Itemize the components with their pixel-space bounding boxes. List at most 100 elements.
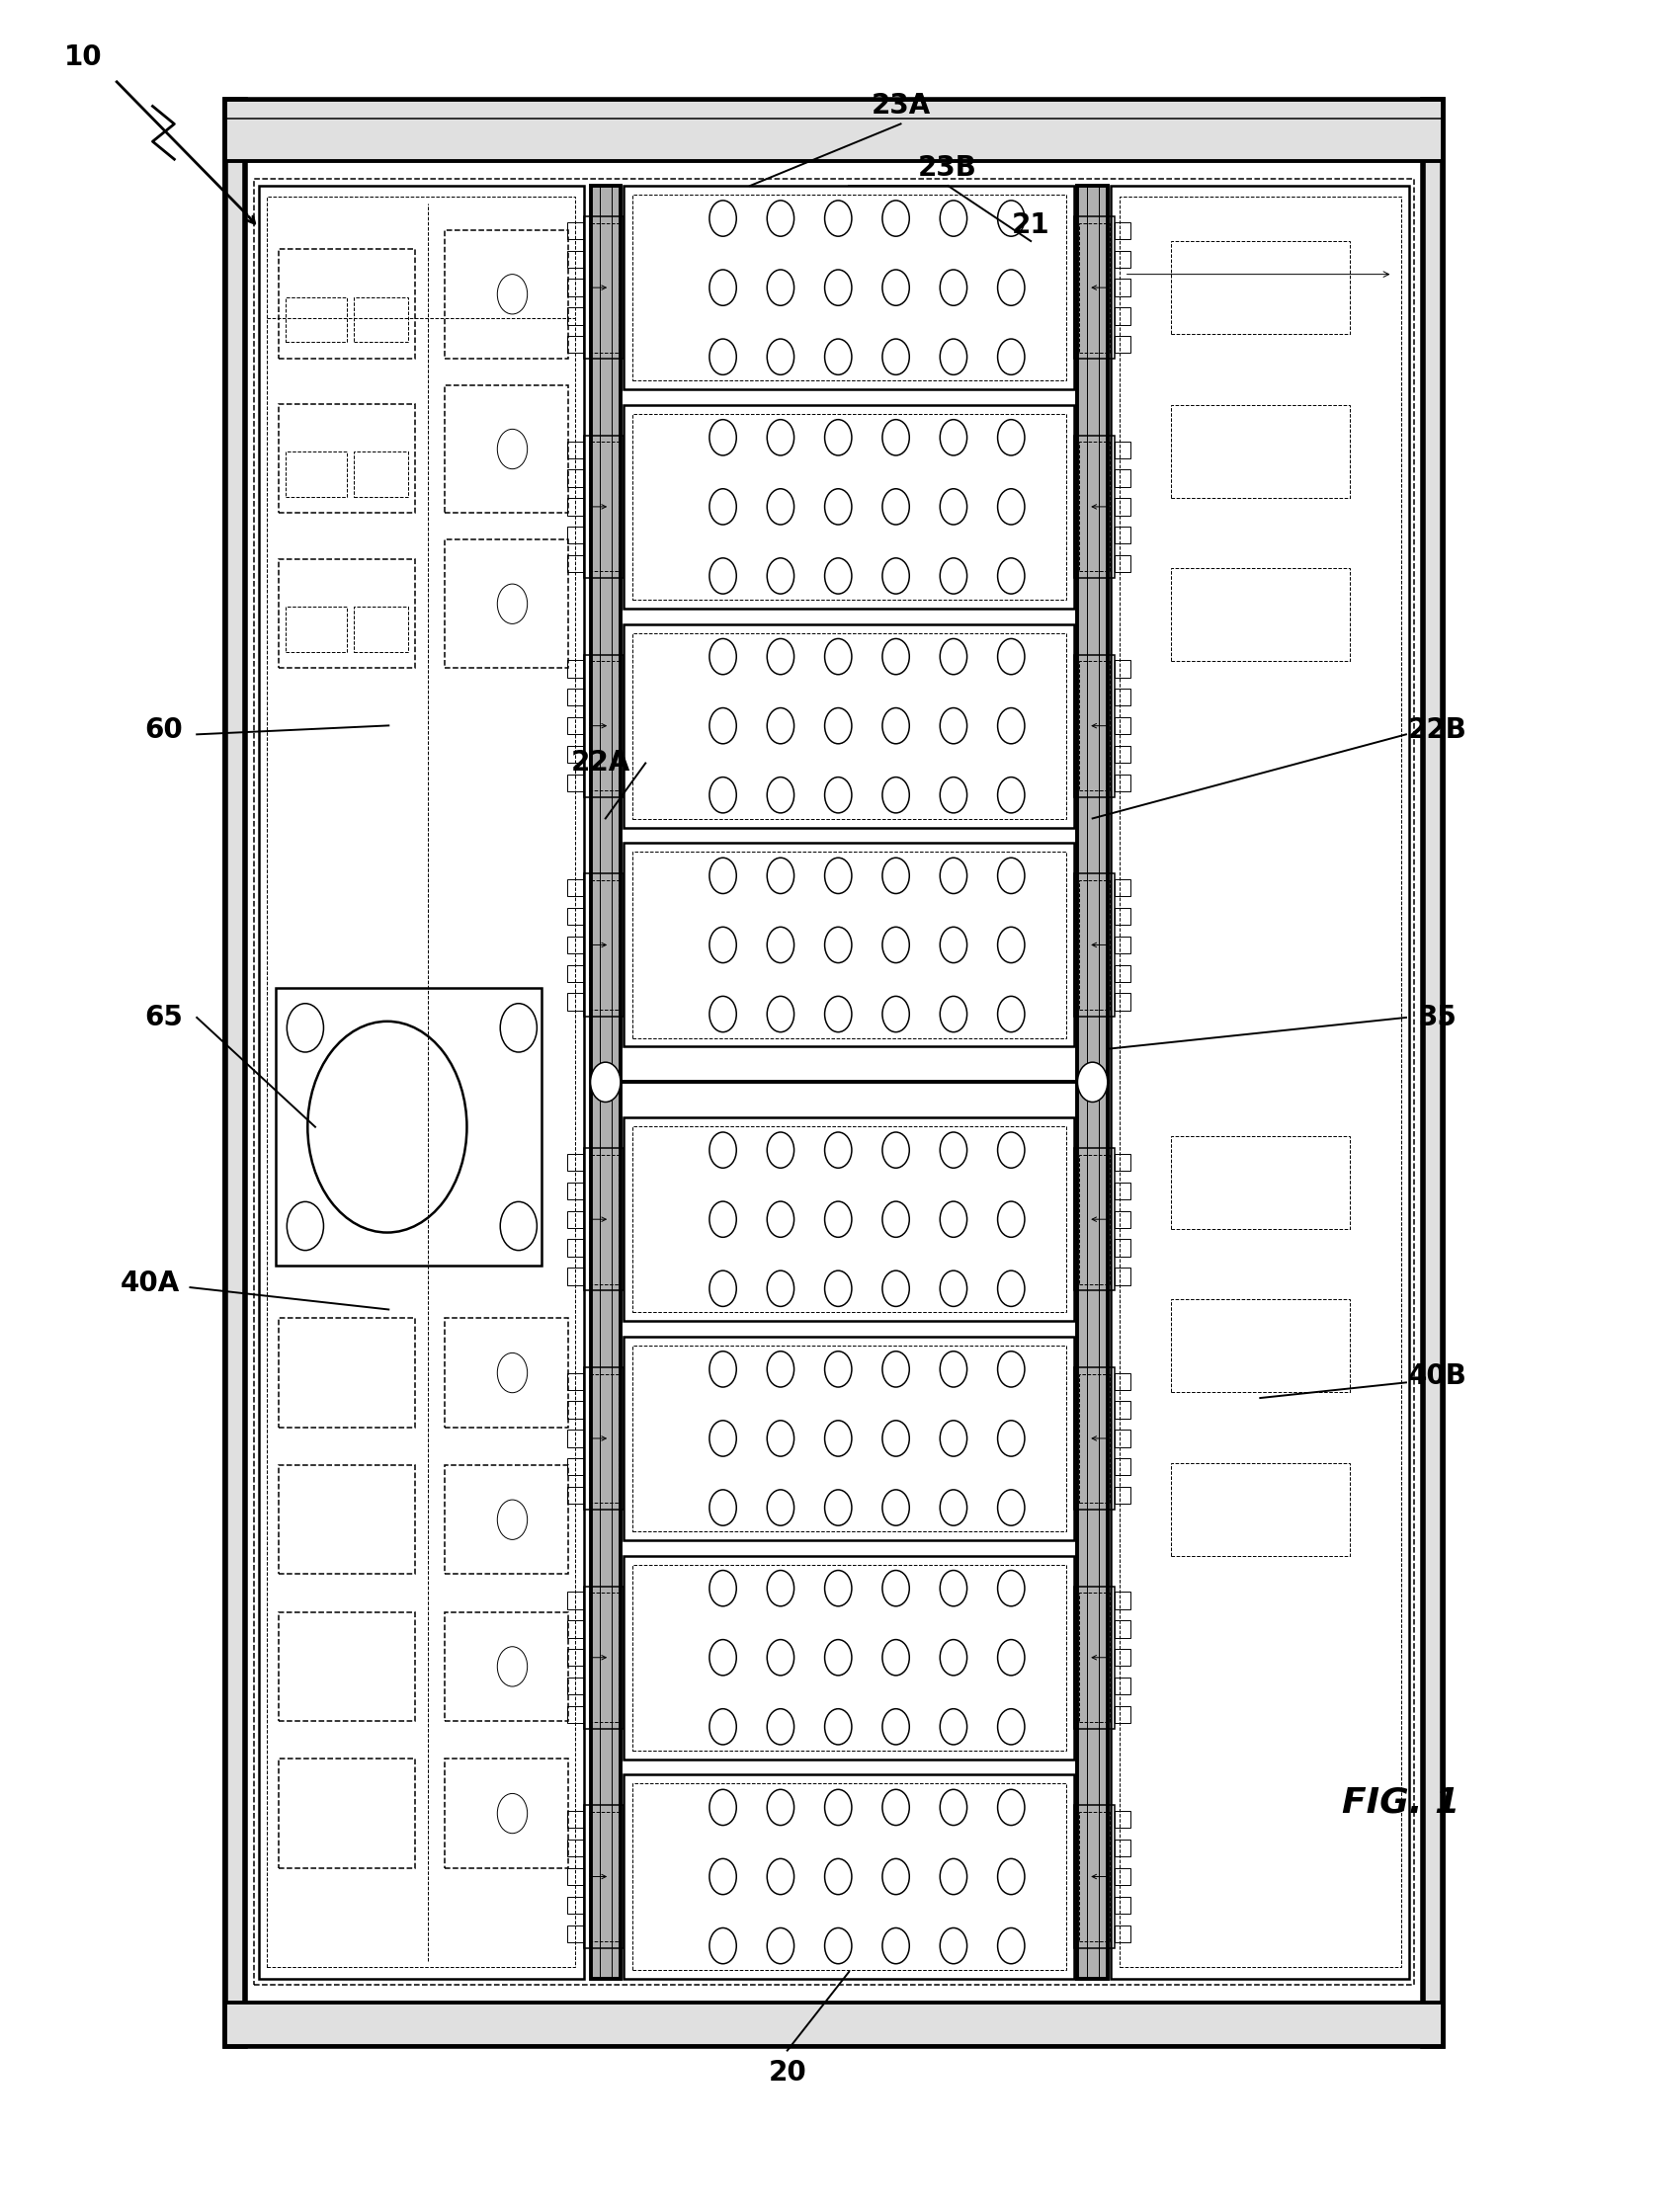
Bar xyxy=(1114,498,1131,515)
Bar xyxy=(1114,440,1131,458)
Bar xyxy=(1114,1705,1131,1723)
Bar xyxy=(1114,745,1131,763)
Bar xyxy=(567,1458,584,1475)
Bar xyxy=(279,1759,415,1867)
Bar xyxy=(567,717,584,734)
Bar xyxy=(1079,1593,1109,1723)
Text: 60: 60 xyxy=(145,717,182,743)
Bar xyxy=(1171,241,1349,334)
Bar xyxy=(1074,217,1114,358)
Bar xyxy=(285,606,347,653)
Bar xyxy=(567,880,584,896)
Bar xyxy=(1423,100,1443,2046)
Bar xyxy=(567,745,584,763)
Bar xyxy=(1114,1429,1131,1447)
Bar xyxy=(624,843,1074,1046)
Bar xyxy=(1114,555,1131,573)
Bar xyxy=(567,1210,584,1228)
Bar xyxy=(589,1155,619,1283)
Bar xyxy=(1078,186,1108,1978)
Bar xyxy=(584,1148,624,1290)
Bar xyxy=(567,336,584,354)
Bar xyxy=(1114,279,1131,296)
Bar xyxy=(1074,1805,1114,1949)
Bar xyxy=(275,989,542,1265)
Bar xyxy=(567,1155,584,1170)
Bar xyxy=(567,307,584,325)
Bar xyxy=(1114,907,1131,925)
Bar xyxy=(567,1924,584,1942)
Bar xyxy=(632,1126,1066,1312)
Bar xyxy=(354,606,409,653)
Bar xyxy=(567,1677,584,1694)
Bar xyxy=(1114,1924,1131,1942)
Bar xyxy=(589,661,619,790)
Text: 10: 10 xyxy=(65,44,102,71)
Bar xyxy=(632,633,1066,818)
Bar xyxy=(584,874,624,1015)
Bar xyxy=(584,1805,624,1949)
Bar xyxy=(1114,1239,1131,1256)
Circle shape xyxy=(590,1062,620,1102)
Bar xyxy=(267,197,575,1966)
Bar xyxy=(1079,442,1109,571)
Bar xyxy=(1114,964,1131,982)
Bar xyxy=(624,1117,1074,1321)
Text: 21: 21 xyxy=(1012,212,1049,239)
Bar xyxy=(567,555,584,573)
Bar xyxy=(279,405,415,513)
Bar xyxy=(225,2002,1443,2046)
Bar xyxy=(1079,661,1109,790)
Bar xyxy=(285,451,347,498)
Text: 40B: 40B xyxy=(1408,1363,1468,1389)
Bar xyxy=(567,250,584,268)
Bar xyxy=(225,100,245,2046)
Bar xyxy=(567,1593,584,1608)
Bar xyxy=(354,451,409,498)
Text: 22B: 22B xyxy=(1408,717,1468,743)
Bar xyxy=(1114,1402,1131,1418)
Bar xyxy=(624,1555,1074,1759)
Bar xyxy=(1114,1181,1131,1199)
Bar xyxy=(354,296,409,343)
Bar xyxy=(1114,1267,1131,1285)
Bar xyxy=(1079,1374,1109,1502)
Text: 20: 20 xyxy=(769,2059,806,2086)
Bar xyxy=(1114,1812,1131,1827)
Bar xyxy=(567,1840,584,1856)
Bar xyxy=(584,655,624,796)
Bar xyxy=(567,1869,584,1885)
Bar xyxy=(567,1402,584,1418)
Bar xyxy=(1074,1148,1114,1290)
Bar xyxy=(1114,1593,1131,1608)
Bar xyxy=(279,1318,415,1427)
Bar xyxy=(1114,936,1131,953)
Bar xyxy=(1074,655,1114,796)
Bar xyxy=(567,1621,584,1637)
Bar xyxy=(567,526,584,544)
Bar xyxy=(567,221,584,239)
Bar xyxy=(632,1345,1066,1531)
Bar xyxy=(567,1812,584,1827)
Text: FIG. 1: FIG. 1 xyxy=(1343,1785,1460,1820)
Bar xyxy=(1114,1677,1131,1694)
Bar xyxy=(624,405,1074,608)
Bar xyxy=(584,436,624,577)
Bar xyxy=(1114,1486,1131,1504)
Bar xyxy=(279,560,415,668)
Bar xyxy=(590,186,620,1978)
Bar xyxy=(1079,223,1109,352)
Bar xyxy=(1171,568,1349,661)
Bar xyxy=(589,223,619,352)
Bar xyxy=(1079,880,1109,1009)
Bar xyxy=(1114,307,1131,325)
Bar xyxy=(1111,186,1409,1978)
Bar xyxy=(632,195,1066,380)
Bar xyxy=(444,230,567,358)
Bar xyxy=(1079,1812,1109,1942)
Bar xyxy=(1171,1464,1349,1557)
Bar xyxy=(567,1896,584,1913)
Bar xyxy=(1114,1210,1131,1228)
Bar xyxy=(1114,717,1131,734)
Bar xyxy=(1114,1840,1131,1856)
